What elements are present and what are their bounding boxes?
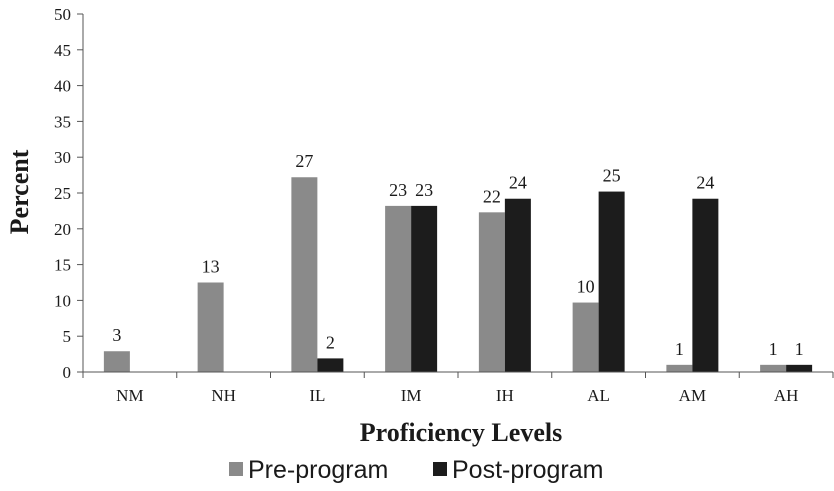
legend: Pre-program Post-program [229, 456, 603, 484]
data-label-pre-program: 1 [675, 339, 684, 359]
y-tick-label: 5 [63, 327, 72, 346]
legend-swatch-post-program [433, 462, 447, 476]
bar-post-program [692, 198, 719, 372]
bar-pre-program [760, 364, 787, 372]
bar-post-program [786, 364, 813, 372]
y-axis-title: Percent [5, 149, 34, 234]
data-label-pre-program: 22 [483, 186, 501, 206]
data-label-pre-program: 27 [295, 151, 313, 171]
bar-post-program [411, 205, 438, 372]
data-label-pre-program: 3 [112, 325, 121, 345]
x-tick-label: IH [496, 386, 514, 405]
legend-label-pre-program: Pre-program [248, 456, 388, 484]
x-tick-label: NH [211, 386, 236, 405]
x-axis-title: Proficiency Levels [360, 418, 562, 447]
y-tick-label: 20 [54, 220, 71, 239]
x-axis-ticks: NM NH IL IM IH AL AM AH [82, 372, 834, 405]
x-tick-label: AH [774, 386, 799, 405]
bar-pre-program [197, 282, 224, 372]
bar-pre-program [103, 351, 130, 372]
bar-pre-program [385, 205, 412, 372]
data-label-pre-program: 1 [769, 339, 778, 359]
data-label-post-program: 23 [415, 180, 433, 200]
y-tick-label: 30 [54, 148, 71, 167]
x-tick-label: AL [587, 386, 610, 405]
x-tick-label: AM [679, 386, 706, 405]
y-tick-label: 45 [54, 41, 71, 60]
bar-pre-program [666, 364, 693, 372]
data-label-pre-program: 23 [389, 180, 407, 200]
x-tick-label: IM [401, 386, 422, 405]
y-tick-label: 0 [63, 363, 72, 382]
y-axis-ticks: 0 5 10 15 20 25 30 35 40 45 50 [54, 5, 83, 382]
bar-pre-program [291, 177, 318, 372]
data-label-post-program: 25 [603, 166, 621, 186]
y-tick-label: 10 [54, 291, 71, 310]
bars [103, 177, 813, 372]
x-tick-label: IL [309, 386, 325, 405]
data-label-post-program: 24 [696, 173, 714, 193]
legend-swatch-pre-program [229, 462, 243, 476]
x-tick-label: NM [116, 386, 143, 405]
bar-post-program [317, 358, 344, 372]
y-tick-label: 15 [54, 256, 71, 275]
data-label-post-program: 1 [795, 339, 804, 359]
bar-post-program [504, 198, 531, 372]
legend-label-post-program: Post-program [452, 456, 603, 484]
bar-pre-program [572, 302, 599, 372]
data-label-post-program: 24 [509, 173, 527, 193]
data-label-pre-program: 10 [577, 277, 595, 297]
y-tick-label: 50 [54, 5, 71, 24]
bar-pre-program [478, 212, 505, 372]
y-tick-label: 40 [54, 77, 71, 96]
y-tick-label: 35 [54, 112, 71, 131]
data-label-pre-program: 13 [202, 257, 220, 277]
data-label-post-program: 2 [326, 332, 335, 352]
bar-post-program [598, 191, 625, 372]
y-tick-label: 25 [54, 184, 71, 203]
